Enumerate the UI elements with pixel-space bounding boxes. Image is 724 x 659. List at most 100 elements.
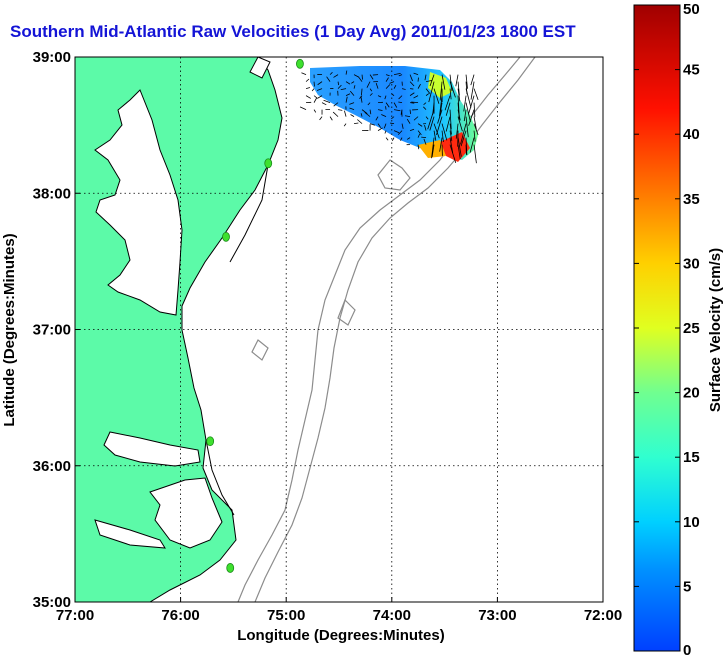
velocity-arrow — [460, 123, 467, 145]
velocity-arrow — [305, 78, 310, 82]
velocity-arrow — [423, 102, 427, 105]
velocity-arrow — [384, 95, 387, 100]
velocity-arrow — [457, 81, 460, 96]
velocity-arrow — [460, 130, 467, 147]
velocity-arrow — [409, 128, 415, 132]
velocity-arrow — [423, 106, 427, 110]
velocity-arrow — [317, 95, 323, 99]
x-tick-label: 73:00 — [478, 607, 516, 624]
velocity-arrow — [457, 88, 461, 102]
velocity-arrow — [473, 130, 476, 142]
neuse-river — [94, 519, 166, 549]
colorbar-tick-label: 25 — [683, 320, 700, 337]
velocity-arrow — [340, 88, 347, 91]
velocity-arrow — [353, 122, 359, 125]
velocity-arrow — [391, 116, 395, 120]
velocity-arrow — [393, 130, 400, 134]
x-tick-label: 77:00 — [56, 607, 94, 624]
velocity-arrow — [349, 102, 355, 105]
velocity-arrow — [417, 83, 421, 89]
velocity-arrow — [449, 144, 457, 163]
velocity-arrow — [349, 107, 355, 111]
velocity-arrow — [449, 137, 454, 154]
velocity-arrow — [367, 102, 371, 106]
velocity-arrow — [321, 102, 327, 106]
velocity-arrow — [473, 88, 479, 101]
velocity-arrow — [441, 74, 446, 90]
velocity-arrow — [465, 88, 472, 108]
velocity-arrow — [377, 95, 382, 98]
velocity-arrow — [444, 95, 451, 111]
velocity-arrow — [449, 109, 452, 130]
velocity-arrow — [375, 116, 379, 121]
y-axis-ticks: 39:00 38:00 37:00 36:00 35:00 — [33, 49, 80, 611]
velocity-arrow — [329, 116, 333, 121]
velocity-arrow — [441, 123, 448, 141]
chesapeake-bay — [94, 89, 183, 316]
y-tick-label: 35:00 — [33, 594, 71, 611]
station-marker — [296, 58, 304, 69]
velocity-vectors — [299, 70, 479, 164]
velocity-arrow — [431, 137, 435, 159]
velocity-arrow — [319, 116, 323, 121]
velocity-arrow — [473, 102, 476, 117]
velocity-arrow — [389, 81, 395, 84]
velocity-arrow — [360, 113, 363, 117]
velocity-arrow — [429, 116, 435, 131]
velocity-arrow — [332, 111, 339, 117]
colorbar-tick-label: 15 — [683, 449, 700, 466]
velocity-hotspot-yellow — [428, 72, 452, 98]
velocity-arrow — [333, 102, 339, 107]
velocity-arrow — [421, 136, 427, 139]
velocity-arrow — [424, 74, 427, 81]
y-tick-label: 37:00 — [33, 322, 71, 339]
velocity-arrow — [457, 109, 461, 121]
velocity-arrow — [369, 123, 376, 126]
velocity-arrow — [351, 81, 355, 84]
velocity-arrow — [406, 118, 411, 124]
velocity-arrow — [398, 74, 403, 77]
velocity-arrow — [423, 138, 427, 145]
colorbar-ticks: 0 5 10 15 20 25 30 35 40 45 50 — [634, 1, 700, 659]
velocity-arrow — [361, 88, 363, 96]
velocity-arrow — [337, 84, 342, 89]
velocity-arrow — [465, 74, 468, 89]
velocity-arrow — [316, 88, 323, 91]
station-marker — [226, 563, 235, 573]
velocity-arrow — [401, 88, 406, 90]
velocity-arrow — [439, 137, 443, 152]
velocity-arrow — [417, 123, 423, 127]
velocity-arrow — [409, 81, 415, 87]
velocity-arrow — [345, 96, 348, 103]
velocity-arrow — [361, 109, 368, 114]
albemarle-sound — [103, 431, 201, 467]
velocity-arrow — [449, 123, 452, 135]
colorbar — [633, 4, 681, 652]
velocity-arrow — [470, 74, 475, 86]
y-tick-label: 36:00 — [33, 458, 71, 475]
velocity-arrow — [445, 116, 451, 132]
velocity-arrow — [385, 74, 390, 77]
colorbar-tick-label: 10 — [683, 514, 700, 531]
velocity-arrow — [375, 82, 379, 89]
x-tick-label: 74:00 — [373, 607, 411, 624]
velocity-arrow — [427, 109, 435, 130]
velocity-arrow — [437, 109, 443, 124]
velocity-arrow — [381, 114, 387, 117]
velocity-arrow — [329, 72, 333, 75]
velocity-arrow — [369, 93, 373, 96]
velocity-arrow — [317, 81, 323, 86]
colorbar-tick-label: 30 — [683, 255, 700, 272]
velocity-arrow — [401, 123, 404, 129]
velocity-arrow — [455, 74, 459, 87]
velocity-arrow — [299, 106, 307, 110]
velocity-arrow — [311, 88, 315, 92]
velocity-arrow — [400, 137, 403, 141]
velocity-arrow — [385, 77, 389, 82]
x-axis-ticks: 77:00 76:00 75:00 74:00 73:00 72:00 — [56, 597, 622, 624]
velocity-arrow — [398, 95, 403, 100]
velocity-arrow — [369, 109, 372, 115]
velocity-arrow — [473, 116, 477, 130]
velocity-arrow — [337, 81, 340, 86]
delaware-bay — [249, 57, 271, 79]
